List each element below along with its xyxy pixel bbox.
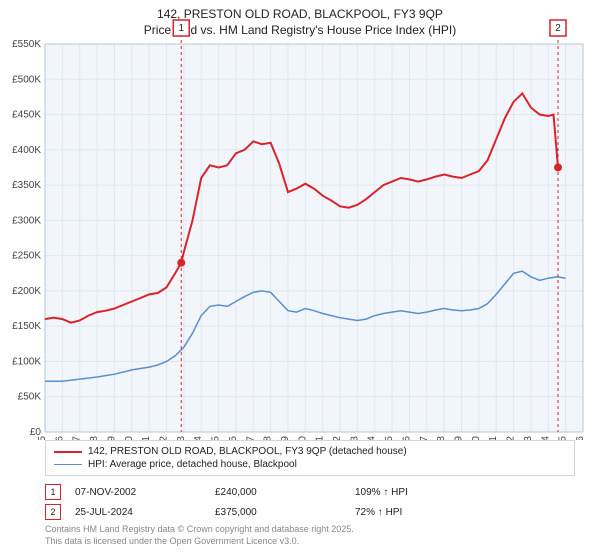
row-price: £240,000 — [215, 487, 355, 498]
svg-text:£50K: £50K — [18, 392, 42, 403]
svg-text:1: 1 — [178, 23, 184, 34]
attribution-line-2: This data is licensed under the Open Gov… — [45, 536, 354, 548]
svg-text:£350K: £350K — [12, 180, 41, 191]
row-hpi: 72% ↑ HPI — [355, 507, 535, 518]
attribution: Contains HM Land Registry data © Crown c… — [45, 524, 354, 547]
svg-text:2026: 2026 — [575, 436, 586, 440]
legend-swatch-red — [54, 451, 82, 453]
legend: 142, PRESTON OLD ROAD, BLACKPOOL, FY3 9Q… — [45, 440, 575, 476]
table-row: 2 25-JUL-2024 £375,000 72% ↑ HPI — [45, 502, 575, 522]
legend-label-red: 142, PRESTON OLD ROAD, BLACKPOOL, FY3 9Q… — [88, 446, 407, 457]
legend-swatch-blue — [54, 464, 82, 465]
row-marker-icon: 2 — [45, 504, 61, 520]
row-marker-icon: 1 — [45, 484, 61, 500]
row-hpi: 109% ↑ HPI — [355, 487, 535, 498]
chart-container: 142, PRESTON OLD ROAD, BLACKPOOL, FY3 9Q… — [0, 0, 600, 560]
transactions-table: 1 07-NOV-2002 £240,000 109% ↑ HPI 2 25-J… — [45, 482, 575, 522]
svg-text:£100K: £100K — [12, 356, 41, 367]
legend-row-blue: HPI: Average price, detached house, Blac… — [54, 458, 566, 471]
svg-text:£300K: £300K — [12, 215, 41, 226]
row-date: 07-NOV-2002 — [75, 487, 215, 498]
svg-text:£550K: £550K — [12, 39, 41, 50]
svg-text:£200K: £200K — [12, 286, 41, 297]
svg-text:£500K: £500K — [12, 74, 41, 85]
chart-svg: £0£50K£100K£150K£200K£250K£300K£350K£400… — [0, 0, 600, 440]
svg-text:£250K: £250K — [12, 251, 41, 262]
svg-text:£400K: £400K — [12, 145, 41, 156]
table-row: 1 07-NOV-2002 £240,000 109% ↑ HPI — [45, 482, 575, 502]
legend-label-blue: HPI: Average price, detached house, Blac… — [88, 459, 297, 470]
row-price: £375,000 — [215, 507, 355, 518]
row-date: 25-JUL-2024 — [75, 507, 215, 518]
legend-row-red: 142, PRESTON OLD ROAD, BLACKPOOL, FY3 9Q… — [54, 445, 566, 458]
svg-text:£150K: £150K — [12, 321, 41, 332]
svg-text:£450K: £450K — [12, 110, 41, 121]
attribution-line-1: Contains HM Land Registry data © Crown c… — [45, 524, 354, 536]
svg-text:2: 2 — [555, 23, 561, 34]
